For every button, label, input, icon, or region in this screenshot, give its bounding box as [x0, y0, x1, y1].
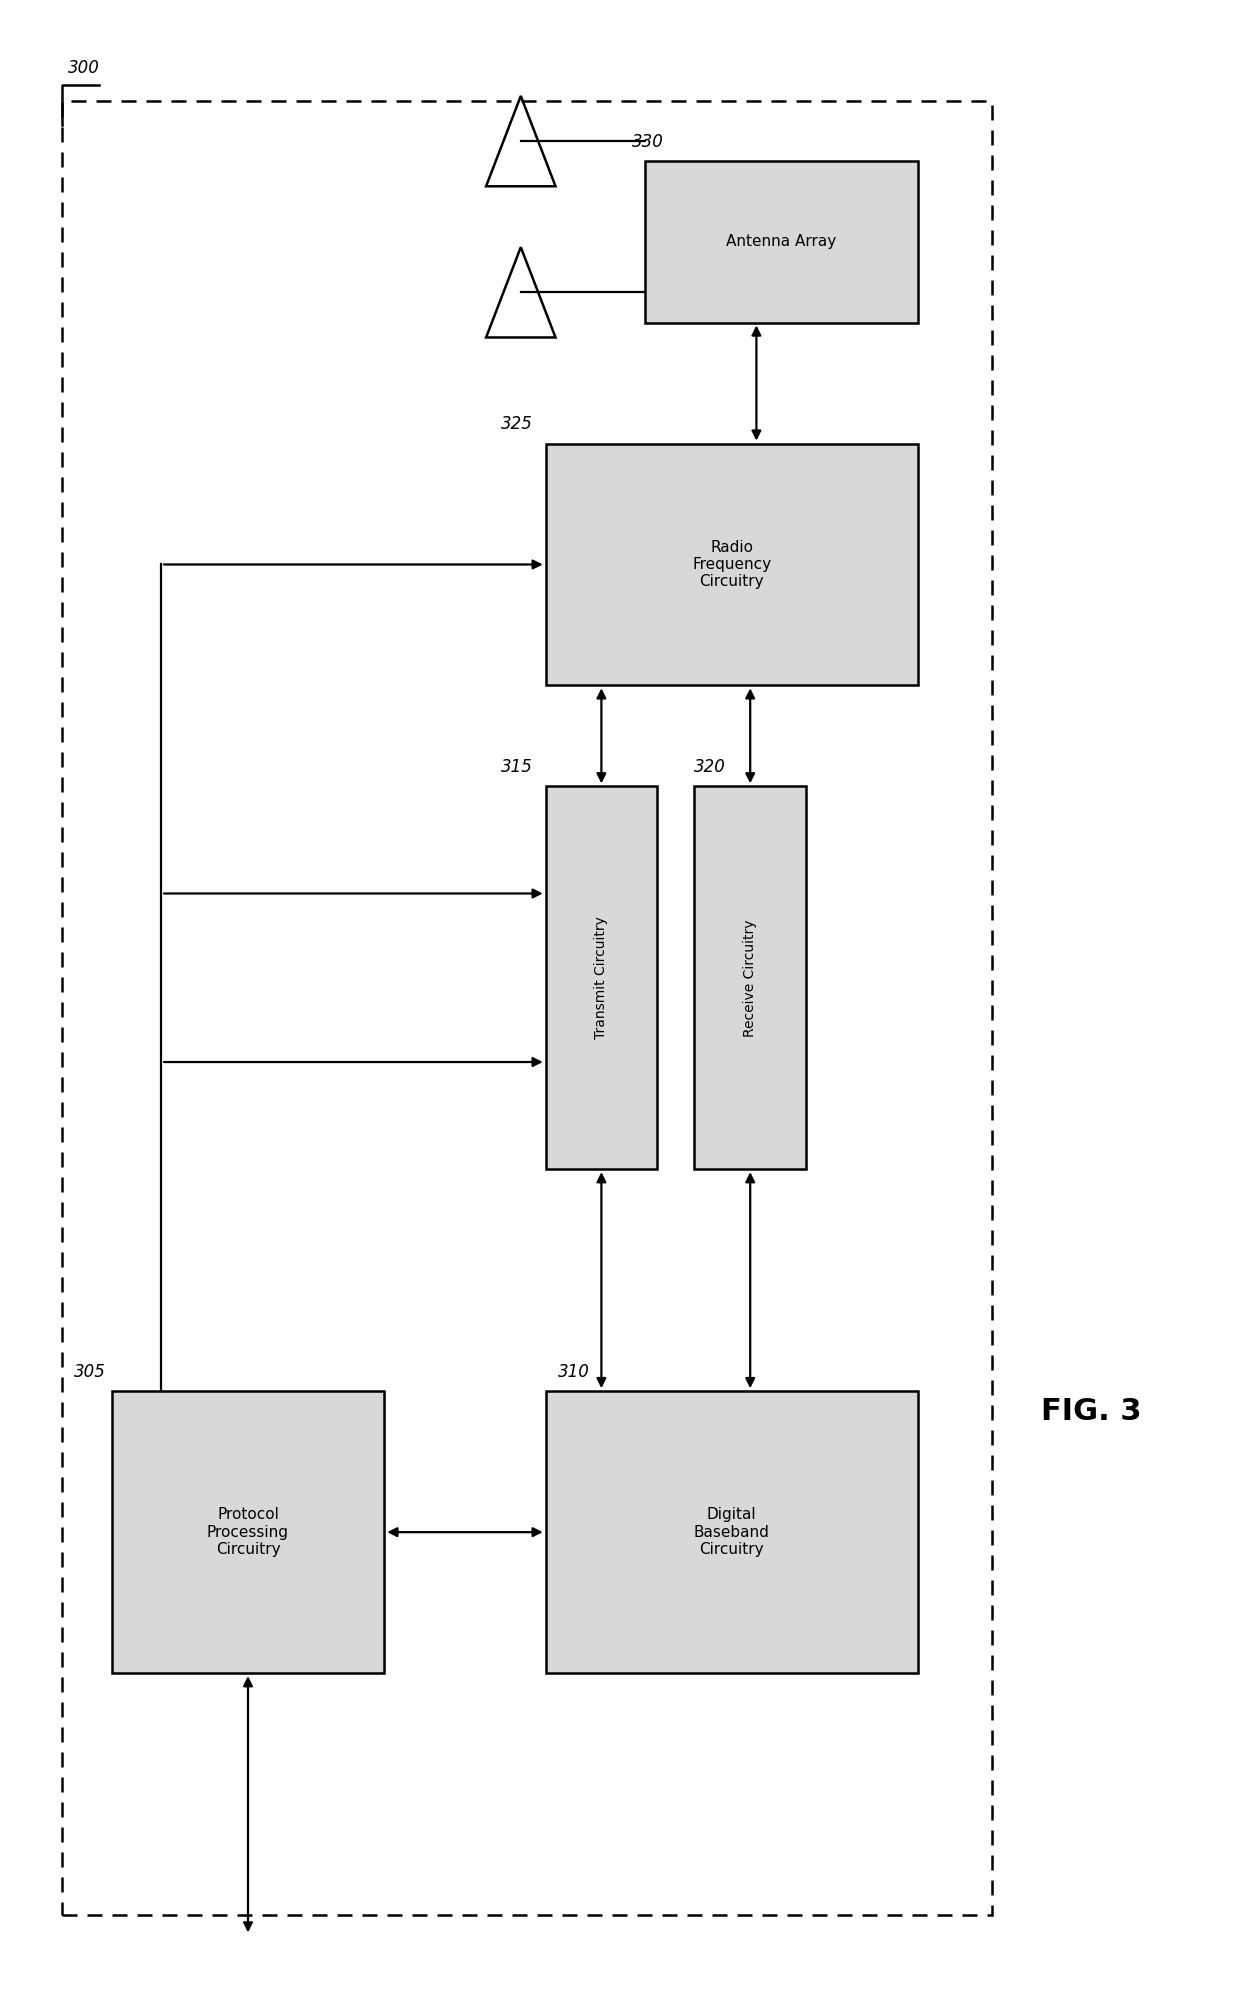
Text: 315: 315	[501, 758, 533, 776]
Text: Radio
Frequency
Circuitry: Radio Frequency Circuitry	[692, 540, 771, 589]
Text: Digital
Baseband
Circuitry: Digital Baseband Circuitry	[693, 1508, 770, 1556]
Text: Receive Circuitry: Receive Circuitry	[743, 919, 758, 1036]
Text: 330: 330	[632, 133, 665, 151]
Text: 325: 325	[501, 415, 533, 433]
Bar	[546, 1391, 918, 1673]
Bar	[546, 786, 657, 1169]
Text: Protocol
Processing
Circuitry: Protocol Processing Circuitry	[207, 1508, 289, 1556]
Text: Antenna Array: Antenna Array	[727, 234, 836, 250]
Text: 320: 320	[694, 758, 727, 776]
Bar	[694, 786, 806, 1169]
Bar	[62, 101, 992, 1915]
Bar	[546, 444, 918, 685]
Text: FIG. 3: FIG. 3	[1040, 1397, 1142, 1425]
Bar	[112, 1391, 384, 1673]
Text: 300: 300	[68, 58, 100, 77]
Text: 305: 305	[73, 1363, 105, 1381]
Bar	[645, 161, 918, 323]
Text: Transmit Circuitry: Transmit Circuitry	[594, 917, 609, 1038]
Text: 310: 310	[558, 1363, 590, 1381]
